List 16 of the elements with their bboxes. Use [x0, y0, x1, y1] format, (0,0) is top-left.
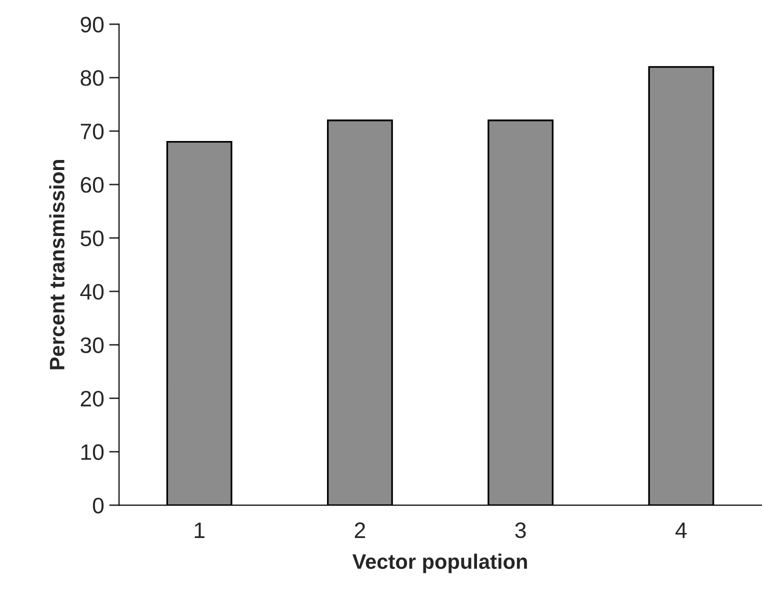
- y-tick-label: 90: [80, 16, 104, 32]
- y-tick-label: 20: [80, 390, 104, 407]
- y-tick-label: 60: [80, 177, 104, 193]
- x-tick-label: 3: [515, 522, 526, 538]
- y-tick-label: 70: [80, 124, 104, 140]
- y-tick-label: 50: [80, 230, 104, 246]
- y-tick-label: 10: [81, 444, 104, 460]
- y-tick-label: 0: [92, 498, 104, 514]
- x-tick-label: 4: [676, 522, 687, 538]
- x-tick-label: 1: [194, 522, 204, 538]
- y-tick-label: 30: [80, 337, 104, 354]
- y-tick-label: 40: [80, 284, 104, 300]
- x-axis-title: Vector population: [352, 554, 527, 574]
- x-tick-label: 2: [354, 522, 366, 538]
- y-tick-label: 80: [80, 70, 104, 86]
- y-axis-title: Percent transmission: [49, 160, 64, 370]
